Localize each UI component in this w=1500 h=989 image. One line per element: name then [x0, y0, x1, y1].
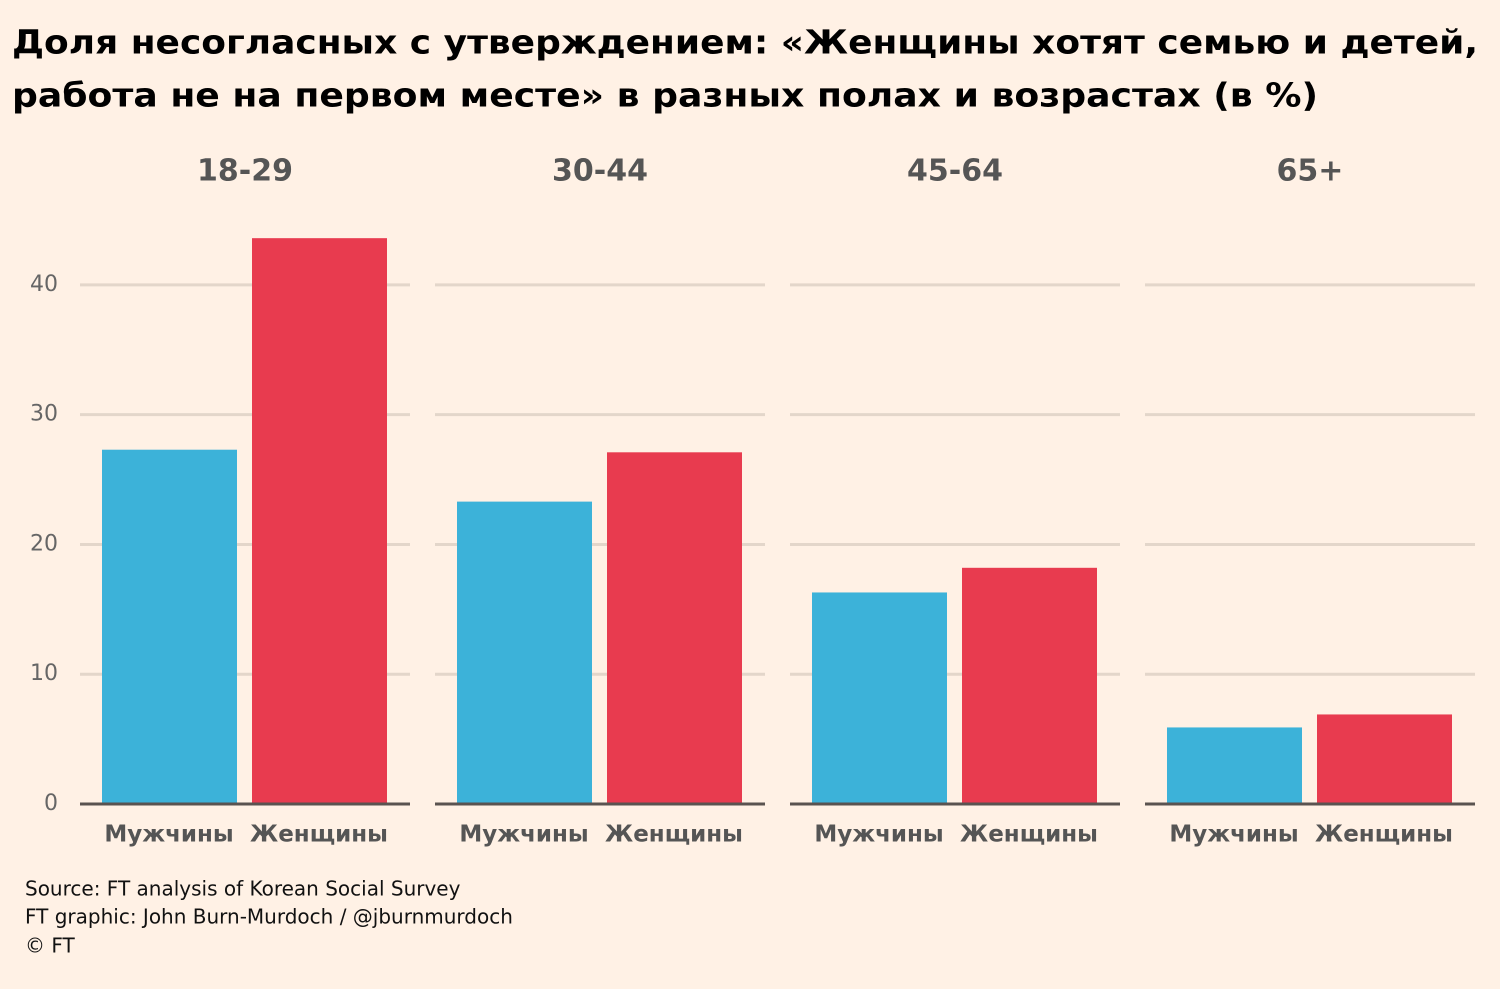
- facet-title: 45-64: [907, 154, 1003, 189]
- bar: [102, 449, 237, 804]
- facet-title: 18-29: [197, 154, 293, 189]
- x-tick-label: Женщины: [960, 822, 1098, 848]
- source-note: Source: FT analysis of Korean Social Sur…: [25, 877, 461, 901]
- x-tick-label: Мужчины: [1169, 822, 1298, 848]
- y-tick-label: 30: [30, 402, 58, 427]
- y-tick-label: 0: [44, 791, 58, 816]
- facet-title: 30-44: [552, 154, 648, 189]
- x-tick-label: Мужчины: [459, 822, 588, 848]
- x-tick-label: Женщины: [250, 822, 388, 848]
- bar: [812, 592, 947, 804]
- bar: [457, 501, 592, 804]
- x-tick-label: Мужчины: [104, 822, 233, 848]
- credit-note: FT graphic: John Burn-Murdoch / @jburnmu…: [25, 905, 513, 929]
- chart-title: работа не на первом месте» в разных пола…: [12, 76, 1318, 115]
- copyright-note: © FT: [25, 934, 76, 958]
- bar: [607, 452, 742, 804]
- bar: [1317, 714, 1452, 804]
- y-tick-label: 20: [30, 531, 58, 556]
- x-tick-label: Мужчины: [814, 822, 943, 848]
- bar: [252, 238, 387, 804]
- chart-title: Доля несогласных с утверждением: «Женщин…: [12, 23, 1478, 62]
- x-tick-label: Женщины: [1315, 822, 1453, 848]
- bar: [962, 567, 1097, 804]
- y-tick-label: 10: [30, 661, 58, 686]
- x-tick-label: Женщины: [605, 822, 743, 848]
- y-tick-label: 40: [30, 272, 58, 297]
- facet-title: 65+: [1277, 154, 1344, 189]
- bar: [1167, 727, 1302, 804]
